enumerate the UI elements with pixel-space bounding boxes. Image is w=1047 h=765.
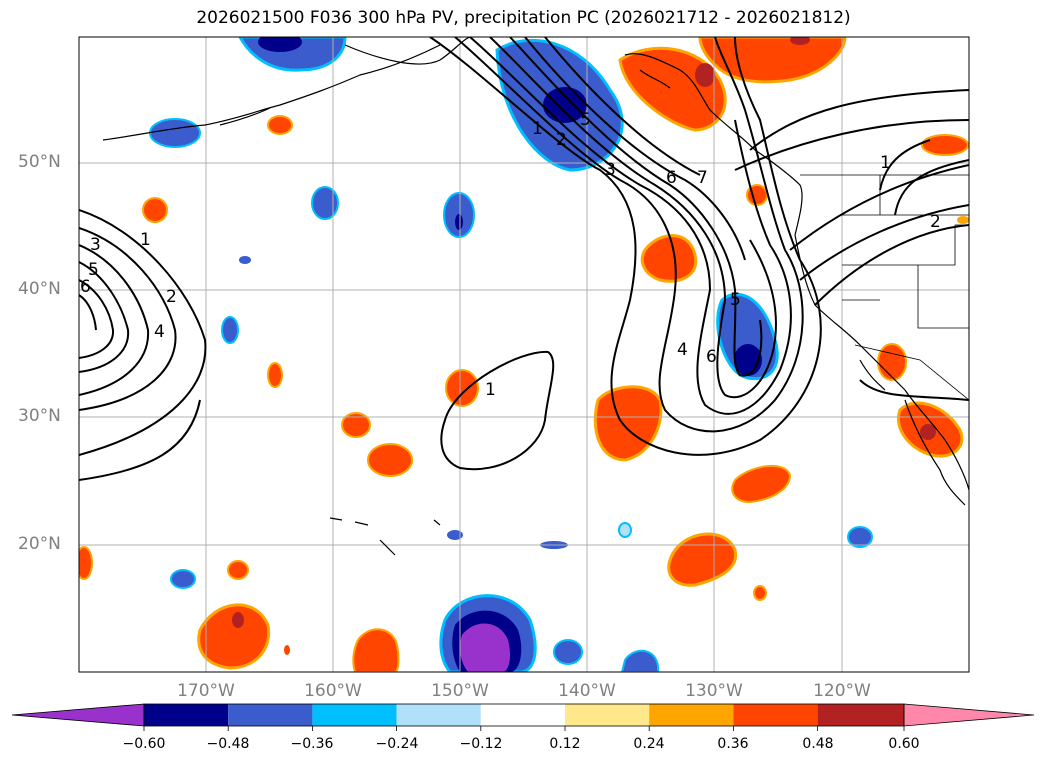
contour-label: 6: [666, 168, 677, 188]
colorbar-tick: 0.60: [888, 736, 920, 752]
contour-label: 6: [80, 277, 91, 297]
colorbar-tick: 0.24: [633, 736, 665, 752]
pv-contours: [79, 37, 969, 481]
contour-label: 3: [90, 235, 101, 255]
colorbar-tick: 0.12: [549, 736, 581, 752]
contour-label: 2: [556, 130, 567, 150]
lat-label-50n: 50°N: [18, 152, 61, 172]
lon-label-130w: 130°W: [685, 681, 743, 701]
colorbar: [11, 703, 1035, 731]
colorbar-tick: −0.60: [122, 736, 166, 752]
contour-label: 6: [706, 347, 717, 367]
lat-label-20n: 20°N: [18, 534, 61, 554]
contour-label: 4: [154, 322, 165, 342]
contour-label: 5: [580, 110, 591, 130]
contour-label: 5: [730, 290, 741, 310]
lat-label-40n: 40°N: [18, 279, 61, 299]
map-frame: [78, 36, 970, 673]
lon-label-170w: 170°W: [177, 681, 235, 701]
colorbar-tick: −0.48: [206, 736, 250, 752]
contour-label: 1: [140, 230, 151, 250]
lon-label-150w: 150°W: [431, 681, 489, 701]
contour-label: 2: [930, 212, 941, 232]
colorbar-tick: −0.24: [375, 736, 419, 752]
lat-label-30n: 30°N: [18, 406, 61, 426]
contour-labels: 1 2 3 5 6 7 3 5 6 1 2 4 1 4 6 5 1 2: [80, 110, 941, 400]
contour-label: 1: [532, 119, 543, 139]
map-title: 2026021500 F036 300 hPa PV, precipitatio…: [196, 8, 851, 28]
colorbar-tick: −0.12: [459, 736, 503, 752]
lon-label-160w: 160°W: [304, 681, 362, 701]
contour-label: 3: [605, 160, 616, 180]
contour-label: 2: [166, 287, 177, 307]
contour-label: 1: [880, 153, 891, 173]
colorbar-tick: 0.48: [802, 736, 834, 752]
contour-label: 7: [697, 168, 708, 188]
colorbar-tick: 0.36: [717, 736, 749, 752]
lon-label-120w: 120°W: [813, 681, 871, 701]
contour-label: 4: [677, 340, 688, 360]
contour-label: 5: [88, 260, 99, 280]
lon-label-140w: 140°W: [558, 681, 616, 701]
negative-precip-areas: [149, 37, 873, 672]
colorbar-tick: −0.36: [290, 736, 334, 752]
contour-label: 1: [485, 380, 496, 400]
